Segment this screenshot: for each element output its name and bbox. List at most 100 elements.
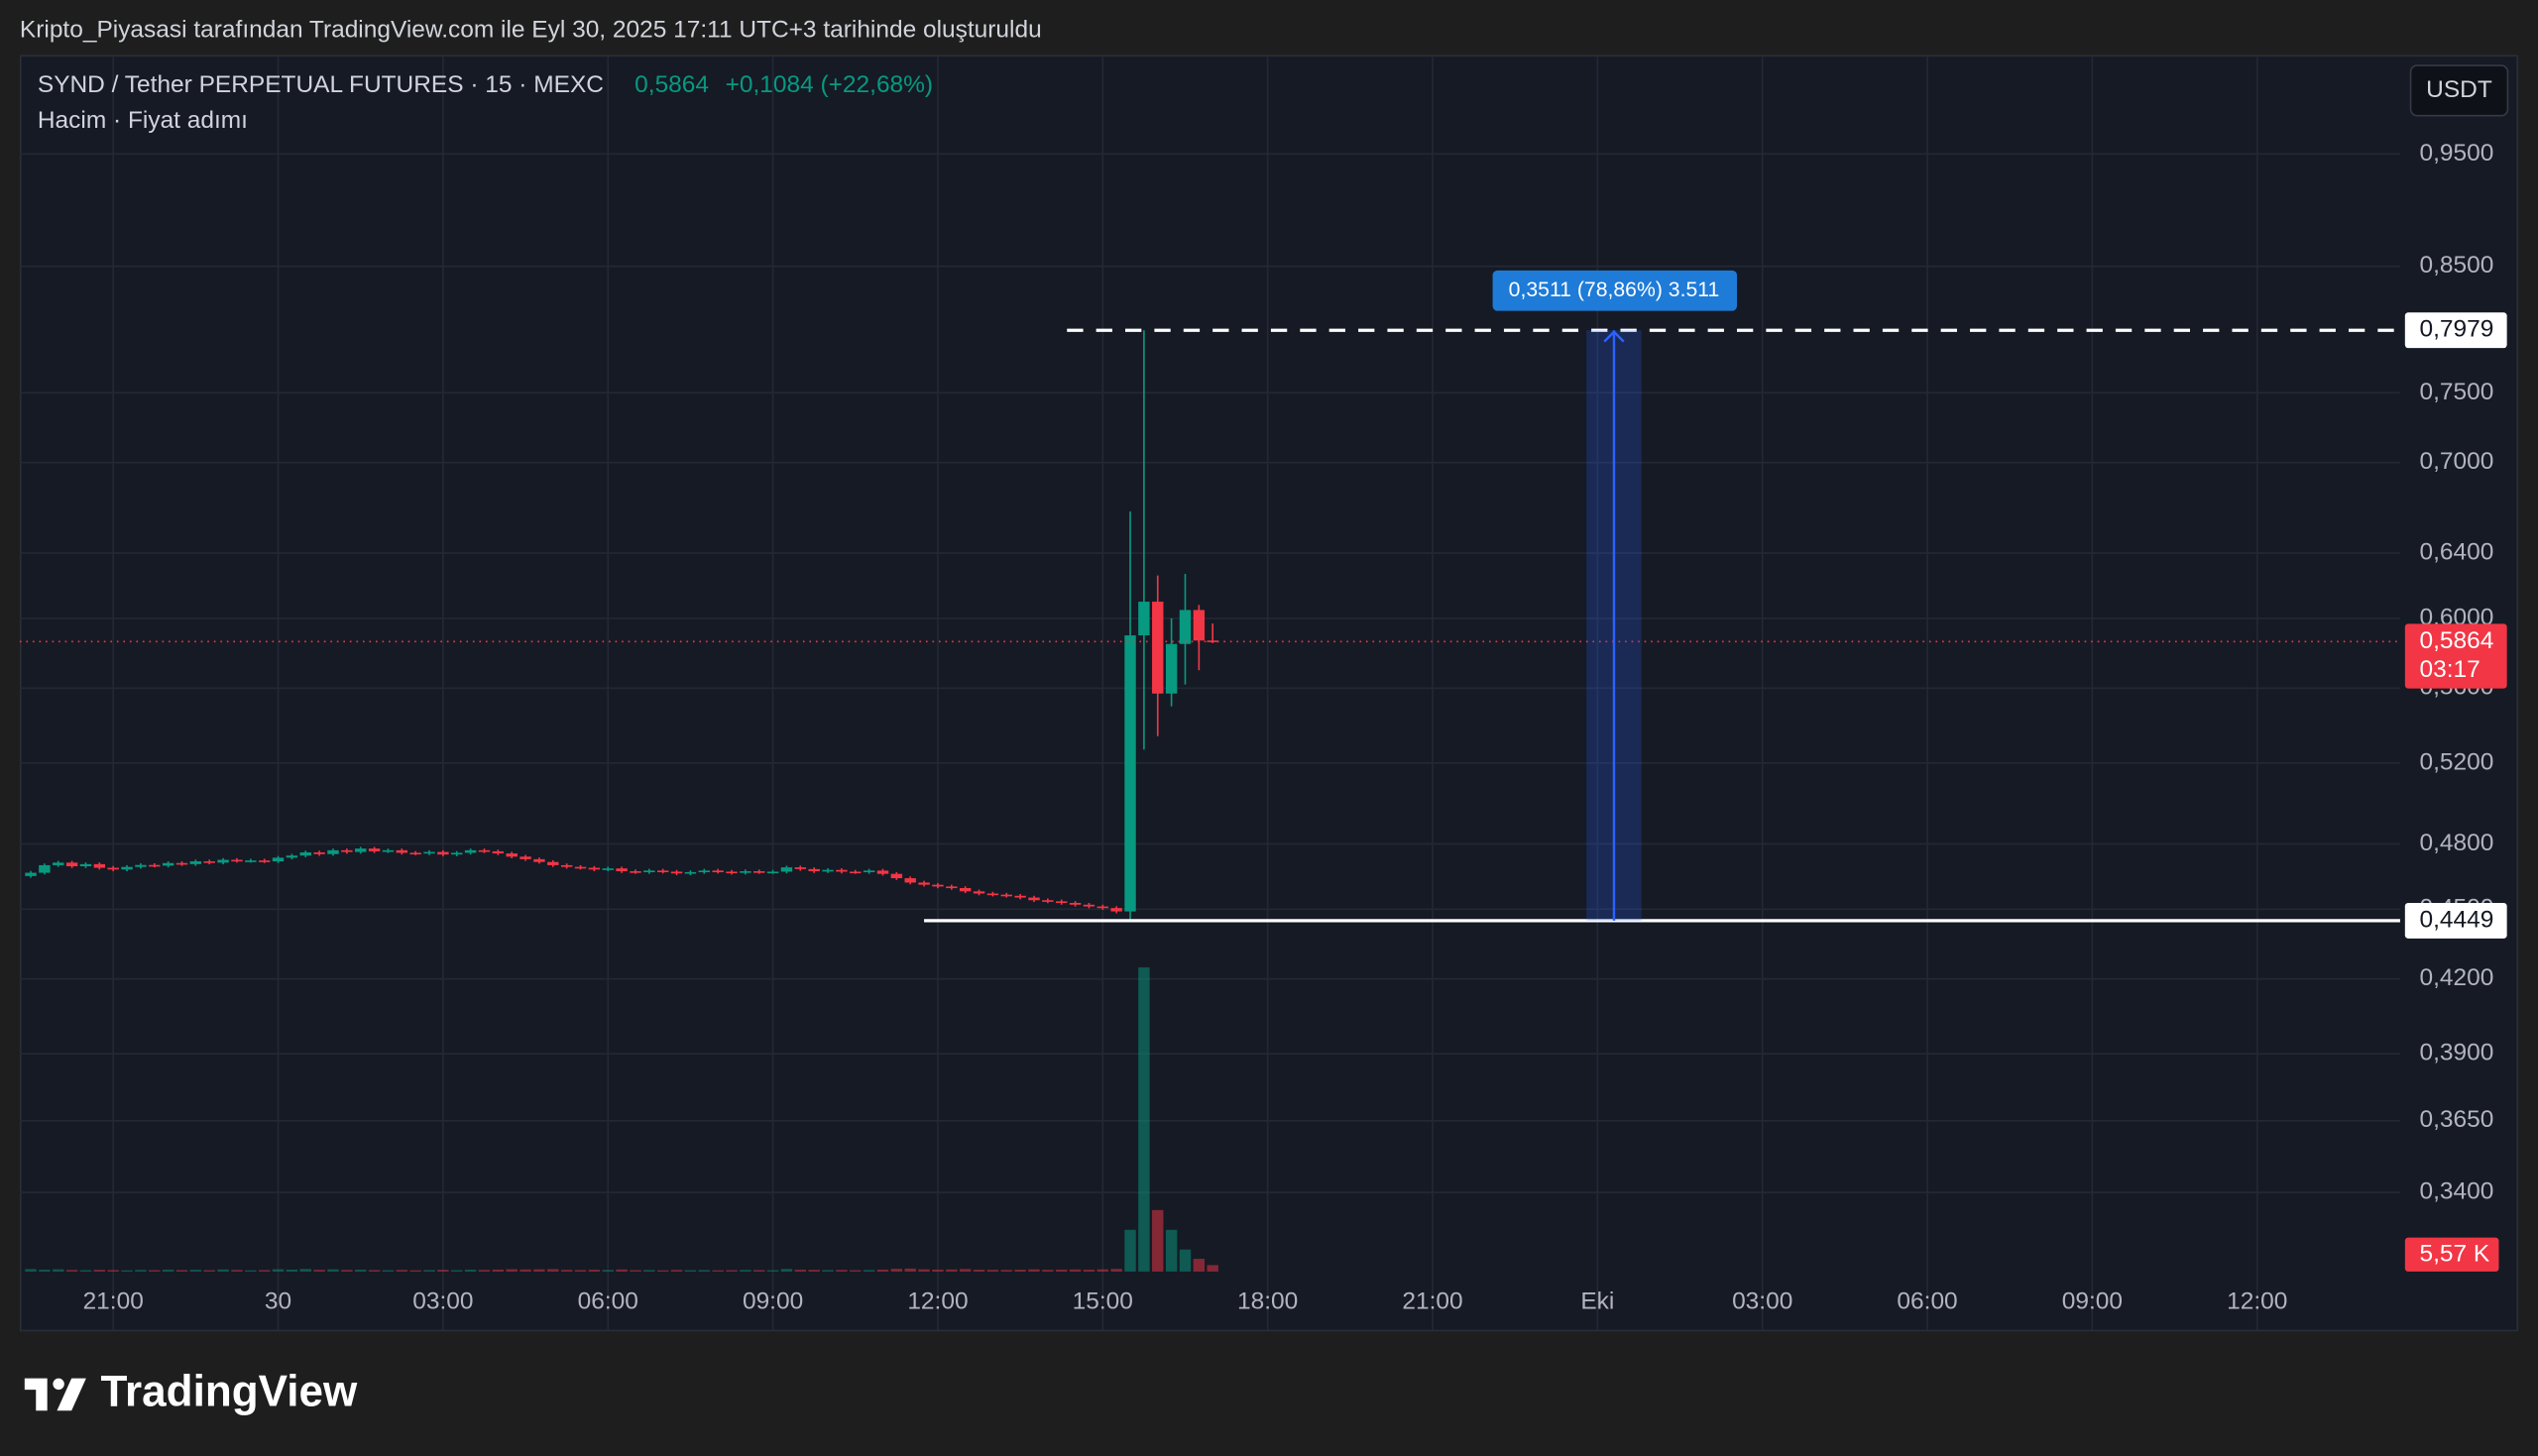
measure-arrowhead: [1603, 330, 1625, 343]
legend-change: +0,1084 (+22,68%): [726, 71, 934, 98]
volume-bar: [712, 1270, 724, 1272]
logo-mark: [57, 1378, 86, 1411]
candle-body: [258, 860, 271, 862]
candle-body: [121, 866, 133, 870]
candle-body: [203, 861, 215, 863]
candle-body: [904, 878, 916, 883]
candle-body: [602, 868, 614, 870]
y-tick-label: 0,3650: [2420, 1106, 2494, 1133]
x-tick-label: 12:00: [907, 1288, 968, 1314]
volume-bar: [1207, 1265, 1218, 1272]
candle-body: [1124, 635, 1136, 912]
candle-body: [1110, 908, 1122, 912]
candle-body: [959, 887, 972, 892]
candle-body: [670, 871, 683, 874]
volume-bar: [396, 1270, 408, 1272]
volume-bar: [973, 1270, 985, 1272]
candle-body: [1028, 897, 1040, 901]
volume-bar: [1028, 1269, 1040, 1272]
volume-bar: [327, 1269, 339, 1272]
candle-body: [437, 851, 449, 855]
candle-body: [506, 853, 518, 857]
volume-bar: [478, 1270, 491, 1272]
volume-bar: [65, 1270, 78, 1272]
candle-body: [560, 864, 573, 867]
candle-body: [1096, 906, 1109, 909]
volume-bar: [286, 1269, 298, 1272]
x-tick-label: 15:00: [1073, 1288, 1133, 1314]
x-tick-label: 21:00: [1402, 1288, 1462, 1314]
volume-bar: [272, 1269, 285, 1272]
candle-body: [794, 867, 807, 869]
candle-body: [863, 870, 875, 873]
volume-bar: [1014, 1270, 1026, 1272]
volume-tag: [2404, 1237, 2499, 1272]
candle-body: [932, 884, 944, 887]
last-price-tag: [2404, 623, 2507, 689]
candle-body: [890, 873, 903, 879]
volume-bar: [93, 1270, 106, 1272]
x-tick-label: 21:00: [83, 1288, 144, 1314]
candle-body: [341, 849, 353, 852]
candle-body: [740, 871, 751, 873]
volume-bar: [423, 1270, 435, 1272]
price-tag-label: 0,7979: [2420, 316, 2494, 343]
volume-bar: [850, 1270, 862, 1272]
volume-bar: [355, 1270, 367, 1272]
currency-button[interactable]: [2409, 64, 2509, 117]
volume-bar: [519, 1269, 531, 1272]
candle-body: [53, 862, 64, 865]
volume-bar: [217, 1269, 229, 1272]
candle-body: [231, 859, 243, 862]
x-tick-label: 09:00: [743, 1288, 803, 1314]
volume-bar: [299, 1269, 311, 1272]
chart-panel: [19, 55, 2519, 1332]
candle-body: [973, 891, 985, 894]
measure-label-box: [1492, 270, 1738, 311]
candle-body: [656, 870, 669, 873]
candle-body: [850, 871, 862, 874]
candle-body: [368, 848, 381, 851]
volume-bar: [959, 1269, 972, 1272]
x-tick-label: 12:00: [2227, 1288, 2287, 1314]
candle-body: [1179, 610, 1192, 644]
volume-bar: [409, 1270, 421, 1272]
volume-bar: [753, 1270, 765, 1272]
candle-body: [918, 882, 930, 885]
brand: TradingView: [101, 1368, 358, 1416]
candle-body: [149, 864, 161, 867]
candle-body: [1138, 602, 1150, 636]
candle-body: [753, 871, 765, 873]
countdown-label: 03:17: [2420, 656, 2480, 683]
candle-body: [217, 859, 229, 863]
candle-body: [25, 872, 37, 876]
logo-mark: [24, 1378, 48, 1411]
volume-bar: [560, 1270, 573, 1272]
volume-bar: [780, 1269, 793, 1272]
volume-bar: [25, 1269, 37, 1272]
candle-body: [299, 851, 311, 856]
volume-bar: [1083, 1270, 1096, 1272]
volume-bar: [533, 1269, 545, 1272]
volume-bar: [588, 1270, 601, 1272]
logo-mark: [53, 1378, 64, 1391]
volume-bar: [656, 1270, 669, 1272]
volume-bar: [616, 1269, 628, 1272]
candle-body: [643, 870, 655, 873]
volume-bar: [1042, 1270, 1054, 1272]
candle-body: [313, 851, 325, 854]
candle-body: [423, 851, 435, 854]
volume-bar: [918, 1269, 930, 1272]
candle-body: [327, 849, 339, 854]
volume-bar: [684, 1270, 697, 1272]
volume-bar: [808, 1270, 820, 1272]
volume-bar: [189, 1270, 202, 1272]
candle-body: [189, 861, 202, 864]
volume-bar: [39, 1270, 51, 1272]
plot: 0,3511 (78,86%) 3.511: [19, 56, 2400, 1330]
candle-body: [93, 863, 106, 868]
currency-label[interactable]: USDT: [2426, 76, 2492, 103]
candle-body: [588, 867, 601, 870]
x-tick-label: 18:00: [1237, 1288, 1298, 1314]
